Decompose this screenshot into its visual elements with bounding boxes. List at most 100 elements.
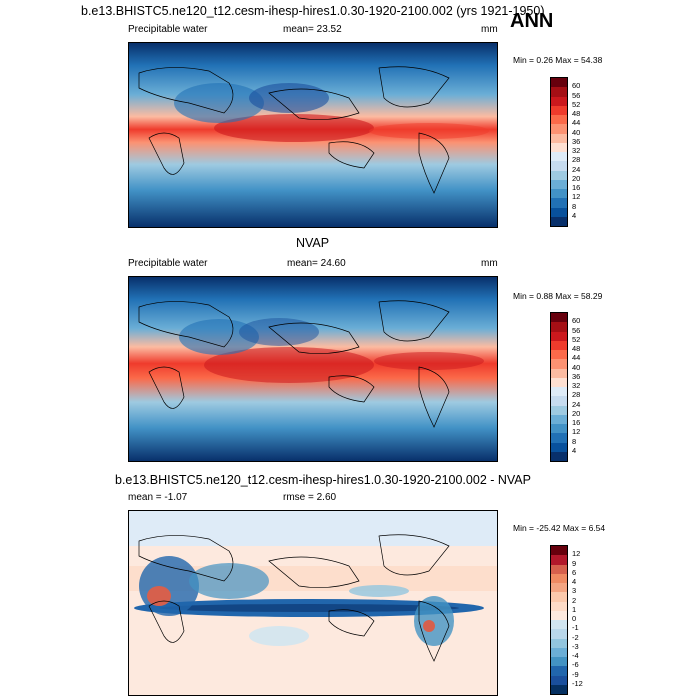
colorbar-tick-label: 6: [572, 567, 577, 577]
colorbar-swatch: [551, 647, 567, 657]
panel-obs-colorbar-labels: 60 56 52 48 44 40 36 32 28 24 20 16 12 8 4: [572, 312, 592, 460]
colorbar-swatch: [551, 124, 567, 134]
colorbar-tick-label: -2: [572, 632, 579, 642]
colorbar-tick-label: 44: [572, 118, 581, 128]
colorbar-tick-label: 4: [572, 210, 577, 220]
colorbar-swatch: [551, 573, 567, 583]
colorbar-swatch: [551, 620, 567, 630]
colorbar-swatch: [551, 424, 567, 434]
colorbar-swatch: [551, 405, 567, 415]
colorbar-swatch: [551, 629, 567, 639]
colorbar-tick-label: 8: [572, 436, 577, 446]
panel-model-left-label: Precipitable water: [128, 24, 208, 35]
colorbar-swatch: [551, 666, 567, 676]
colorbar-tick-label: 3: [572, 586, 577, 596]
colorbar-swatch: [551, 313, 567, 323]
colorbar-tick-label: 4: [572, 445, 577, 455]
colorbar-tick-label: 28: [572, 155, 581, 165]
colorbar-tick-label: -4: [572, 651, 579, 660]
colorbar-tick-label: 12: [572, 427, 581, 437]
colorbar-tick-label: 28: [572, 390, 581, 400]
colorbar-swatch: [551, 78, 567, 88]
panel-diff-minmax: Min = -25.42 Max = 6.54: [513, 523, 606, 533]
colorbar-tick-label: 16: [572, 418, 581, 427]
colorbar-swatch: [551, 451, 567, 461]
colorbar-tick-label: 16: [572, 183, 581, 192]
colorbar-swatch: [551, 142, 567, 152]
colorbar-swatch: [551, 115, 567, 125]
panel-model-map: [128, 42, 498, 228]
colorbar-swatch: [551, 414, 567, 424]
panel-diff-map: [128, 510, 498, 696]
colorbar-tick-label: 12: [572, 549, 581, 559]
colorbar-tick-label: 1: [572, 604, 577, 614]
colorbar-swatch: [551, 583, 567, 593]
panel-diff-title: b.e13.BHISTC5.ne120_t12.cesm-ihesp-hires…: [115, 473, 531, 487]
colorbar-tick-label: 40: [572, 362, 581, 372]
colorbar-swatch: [551, 179, 567, 189]
colorbar-tick-label: -9: [572, 669, 579, 679]
colorbar-swatch: [551, 368, 567, 378]
colorbar-swatch: [551, 433, 567, 443]
colorbar-swatch: [551, 189, 567, 199]
colorbar-tick-label: 8: [572, 201, 577, 211]
colorbar-swatch: [551, 684, 567, 694]
colorbar-swatch: [551, 546, 567, 556]
colorbar-tick-label: 32: [572, 146, 581, 155]
colorbar-tick-label: -6: [572, 660, 579, 670]
colorbar-tick-label: 2: [572, 595, 577, 605]
colorbar-tick-label: 24: [572, 399, 581, 409]
colorbar-swatch: [551, 322, 567, 332]
colorbar-swatch: [551, 442, 567, 452]
colorbar-swatch: [551, 555, 567, 565]
panel-diff-colorbar-labels: 12 9 6 4 3 2 1 0 -1 -2 -3 -4 -6 -9 -12: [572, 545, 592, 693]
panel-obs-mean: mean= 24.60: [287, 258, 346, 269]
panel-model-mean: mean= 23.52: [283, 24, 342, 35]
colorbar-tick-label: 20: [572, 408, 581, 418]
colorbar-tick-label: 44: [572, 353, 581, 363]
colorbar-tick-label: 4: [572, 577, 577, 586]
panel-model-colorbar-segments: [551, 78, 567, 226]
colorbar-tick-label: 60: [572, 316, 581, 326]
panel-model-colorbar-labels: 60 56 52 48 44 40 36 32 28 24 20 16 12 8 4: [572, 77, 592, 225]
colorbar-tick-label: 32: [572, 381, 581, 390]
colorbar-swatch: [551, 377, 567, 387]
colorbar-tick-label: 52: [572, 99, 581, 109]
colorbar-swatch: [551, 161, 567, 171]
panel-diff-rmse: rmse = 2.60: [283, 492, 337, 503]
colorbar-tick-label: 60: [572, 81, 581, 91]
panel-diff-colorbar-segments: [551, 546, 567, 694]
colorbar-tick-label: 9: [572, 558, 577, 568]
colorbar-tick-label: 40: [572, 127, 581, 137]
colorbar-swatch: [551, 133, 567, 143]
colorbar-swatch: [551, 105, 567, 115]
colorbar-swatch: [551, 96, 567, 106]
colorbar-swatch: [551, 564, 567, 574]
colorbar-tick-label: 48: [572, 109, 581, 118]
panel-model-colorbar: [550, 77, 568, 227]
colorbar-swatch: [551, 207, 567, 217]
panel-obs-map: [128, 276, 498, 462]
colorbar-tick-label: 56: [572, 325, 581, 335]
colorbar-tick-label: 48: [572, 344, 581, 353]
panel-obs-colorbar: [550, 312, 568, 462]
colorbar-tick-label: 36: [572, 371, 581, 381]
season-label: ANN: [510, 10, 554, 32]
figure-title: b.e13.BHISTC5.ne120_t12.cesm-ihesp-hires…: [81, 4, 545, 18]
colorbar-swatch: [551, 216, 567, 226]
panel-model-field: [129, 43, 497, 227]
colorbar-swatch: [551, 87, 567, 97]
colorbar-tick-label: -12: [572, 678, 583, 688]
panel-obs-minmax: Min = 0.88 Max = 58.29: [513, 291, 603, 301]
colorbar-tick-label: 12: [572, 192, 581, 202]
colorbar-tick-label: -1: [572, 623, 579, 633]
colorbar-swatch: [551, 152, 567, 162]
colorbar-swatch: [551, 592, 567, 602]
panel-diff-field: [129, 511, 497, 695]
panel-model-minmax: Min = 0.26 Max = 54.38: [513, 55, 603, 65]
colorbar-swatch: [551, 396, 567, 406]
panel-diff-colorbar: [550, 545, 568, 695]
colorbar-tick-label: 36: [572, 136, 581, 146]
colorbar-tick-label: 56: [572, 90, 581, 100]
panel-model-units: mm: [481, 24, 498, 35]
